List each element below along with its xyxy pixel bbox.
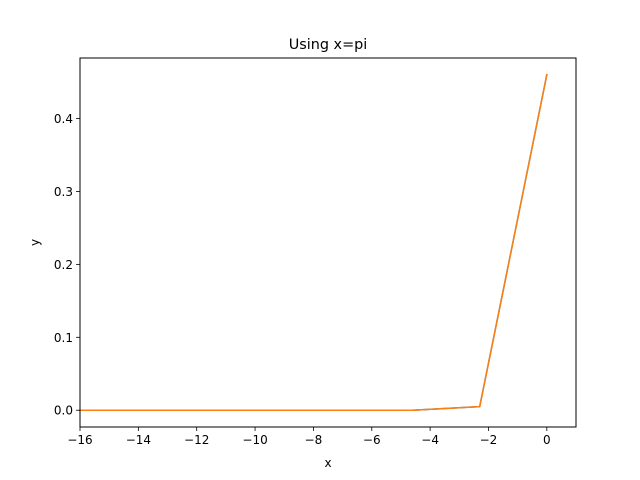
x-tick-label: −14: [126, 433, 151, 447]
x-tick-label: −10: [242, 433, 267, 447]
x-axis-label: x: [324, 456, 331, 470]
x-tick-label: −6: [363, 433, 381, 447]
series-line-2: [79, 73, 548, 411]
y-tick-label: 0.0: [54, 404, 73, 418]
series-layer: [79, 73, 548, 411]
y-tick-label: 0.4: [54, 112, 73, 126]
x-tick-label: −12: [184, 433, 209, 447]
y-tick-label: 0.3: [54, 185, 73, 199]
y-tick-label: 0.2: [54, 258, 73, 272]
x-tick-label: −4: [421, 433, 439, 447]
y-tick-label: 0.1: [54, 331, 73, 345]
x-axis-ticks: −16 −14 −12 −10 −8 −6 −4 −2 0: [67, 427, 551, 447]
x-tick-label: 0: [543, 433, 551, 447]
x-tick-label: −8: [305, 433, 323, 447]
x-tick-label: −2: [480, 433, 498, 447]
y-axis-ticks: 0.0 0.1 0.2 0.3 0.4: [54, 112, 80, 418]
chart-title: Using x=pi: [289, 37, 368, 53]
x-tick-label: −16: [67, 433, 92, 447]
plot-frame: [79, 57, 577, 428]
y-axis-label: y: [28, 239, 42, 246]
